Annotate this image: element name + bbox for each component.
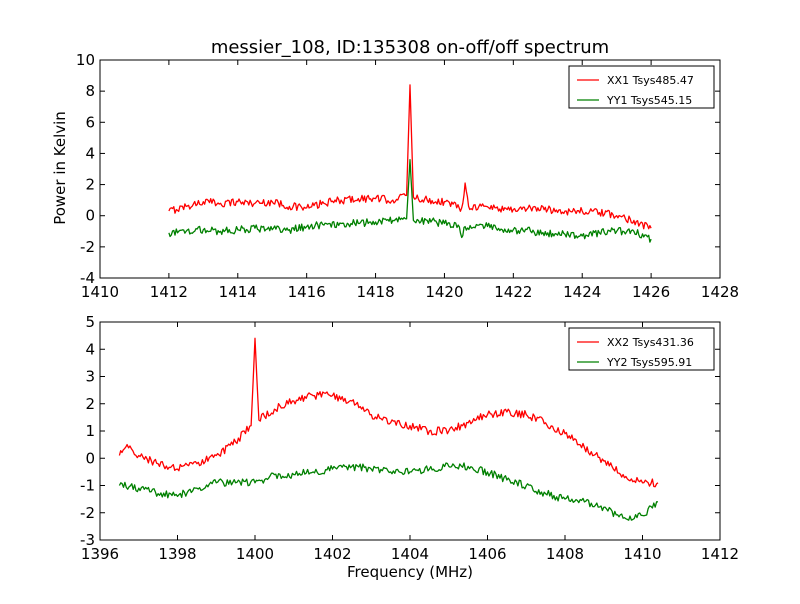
x-tick-label: 1396 xyxy=(81,545,119,563)
x-tick-label: 1400 xyxy=(236,545,274,563)
x-tick-label: 1416 xyxy=(288,283,326,301)
y-tick-label: 1 xyxy=(85,422,95,440)
legend: XX1 Tsys485.47 YY1 Tsys545.15 xyxy=(568,65,715,109)
legend-entry: YY1 Tsys545.15 xyxy=(606,94,692,107)
y-tick-label: -4 xyxy=(80,269,95,287)
x-tick-label: 1424 xyxy=(563,283,601,301)
y-tick-label: 0 xyxy=(85,449,95,467)
chart-title: messier_108, ID:135308 on-off/off spectr… xyxy=(211,37,609,58)
chart-panel: 1396 1398 1400 1402 1404 1406 1408 1410 1412-3-2… xyxy=(80,313,739,563)
y-tick-label: 5 xyxy=(85,313,95,331)
y-tick-label: -1 xyxy=(80,477,95,495)
x-tick-label: 1410 xyxy=(81,283,119,301)
y-tick-label: 0 xyxy=(85,207,95,225)
y-tick-label: -3 xyxy=(80,531,95,549)
x-tick-label: 1404 xyxy=(391,545,429,563)
x-tick-label: 1428 xyxy=(701,283,739,301)
legend-box xyxy=(568,65,715,109)
plot-panels: 1410 1412 1414 1416 1418 1420 1422 1424 1426 1428… xyxy=(76,51,739,563)
x-axis-label: Frequency (MHz) xyxy=(347,563,473,581)
legend: XX2 Tsys431.36 YY2 Tsys595.91 xyxy=(568,327,715,371)
y-tick-label: 4 xyxy=(85,144,95,162)
x-tick-label: 1412 xyxy=(701,545,739,563)
x-tick-label: 1414 xyxy=(219,283,257,301)
x-tick-label: 1406 xyxy=(468,545,506,563)
series-line xyxy=(118,462,659,521)
y-tick-label: 4 xyxy=(85,340,95,358)
y-axis-label: Power in Kelvin xyxy=(51,111,69,225)
x-tick-label: 1426 xyxy=(632,283,670,301)
legend-entry: YY2 Tsys595.91 xyxy=(606,356,692,369)
y-tick-label: 6 xyxy=(85,113,95,131)
series-line xyxy=(168,84,652,230)
x-tick-label: 1422 xyxy=(494,283,532,301)
y-tick-label: 2 xyxy=(85,395,95,413)
x-tick-label: 1410 xyxy=(623,545,661,563)
chart-panel: 1410 1412 1414 1416 1418 1420 1422 1424 1426 1428… xyxy=(76,51,739,301)
y-tick-label: 8 xyxy=(85,82,95,100)
x-tick-label: 1412 xyxy=(150,283,188,301)
x-tick-label: 1408 xyxy=(546,545,584,563)
x-tick-label: 1402 xyxy=(313,545,351,563)
legend-box xyxy=(568,327,715,371)
legend-entry: XX1 Tsys485.47 xyxy=(607,74,694,87)
series-line xyxy=(118,337,659,488)
series-line xyxy=(168,159,652,243)
y-tick-label: 3 xyxy=(85,368,95,386)
x-tick-label: 1398 xyxy=(158,545,196,563)
legend-entry: XX2 Tsys431.36 xyxy=(607,336,694,349)
y-tick-label: -2 xyxy=(80,238,95,256)
y-tick-label: -2 xyxy=(80,504,95,522)
y-tick-label: 2 xyxy=(85,176,95,194)
axes-frame xyxy=(99,59,721,279)
x-tick-label: 1418 xyxy=(356,283,394,301)
y-tick-label: 10 xyxy=(76,51,95,69)
x-tick-label: 1420 xyxy=(425,283,463,301)
